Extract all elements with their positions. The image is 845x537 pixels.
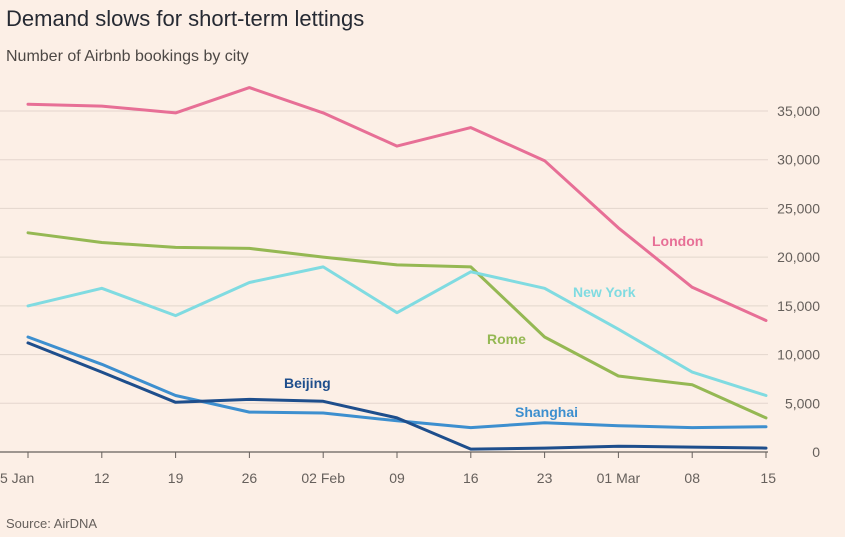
x-tick-label: 09 — [389, 470, 405, 486]
series-line-shanghai — [26, 335, 768, 430]
y-tick-label: 20,000 — [777, 249, 820, 265]
gridlines — [0, 110, 768, 453]
series-line-beijing — [26, 341, 768, 451]
x-tick-label: 08 — [684, 470, 700, 486]
source-note: Source: AirDNA — [6, 516, 98, 531]
series-label-london: London — [652, 233, 703, 249]
y-tick-label: 5,000 — [785, 395, 820, 411]
y-tick-label: 10,000 — [777, 347, 820, 363]
x-tick-label: 12 — [94, 470, 110, 486]
y-tick-label: 0 — [812, 444, 820, 460]
x-tick-label: 01 Mar — [597, 470, 641, 486]
series-line-london — [26, 86, 768, 322]
y-tick-label: 25,000 — [777, 200, 820, 216]
x-tick-label: 19 — [168, 470, 184, 486]
series-label-rome: Rome — [487, 331, 526, 347]
x-tick-label: 02 Feb — [301, 470, 345, 486]
y-tick-label: 35,000 — [777, 103, 820, 119]
x-tick-label: 15 — [760, 470, 776, 486]
x-tick-label: 23 — [537, 470, 553, 486]
y-axis: 0 5,000 10,000 15,000 20,000 25,000 30,000 35,0… — [777, 103, 820, 460]
x-axis: 5 Jan 12 19 26 02 Feb 09 16 23 01 Mar 08 15 — [0, 452, 776, 486]
x-tick-label: 16 — [463, 470, 479, 486]
y-tick-label: 30,000 — [777, 152, 820, 168]
series-label-shanghai: Shanghai — [515, 404, 578, 420]
series-labels: London Rome New York Shanghai Beijing — [284, 233, 703, 420]
series-line-rome — [26, 231, 768, 420]
chart-title: Demand slows for short-term lettings — [6, 6, 365, 31]
y-tick-label: 15,000 — [777, 298, 820, 314]
series-label-beijing: Beijing — [284, 375, 331, 391]
chart-subtitle: Number of Airbnb bookings by city — [6, 48, 249, 65]
x-tick-label: 5 Jan — [0, 470, 34, 486]
series-lines — [26, 86, 768, 451]
series-line-new-york — [26, 265, 768, 397]
x-tick-label: 26 — [242, 470, 258, 486]
series-label-new-york: New York — [573, 284, 636, 300]
